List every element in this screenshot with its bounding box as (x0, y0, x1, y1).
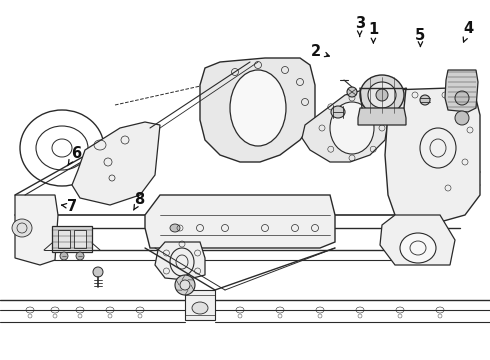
Text: 4: 4 (463, 21, 474, 42)
Ellipse shape (93, 267, 103, 277)
Text: 5: 5 (416, 28, 425, 46)
Polygon shape (72, 122, 160, 205)
Ellipse shape (368, 82, 396, 108)
Polygon shape (200, 58, 315, 162)
Polygon shape (358, 108, 406, 125)
Text: 2: 2 (311, 44, 329, 59)
Ellipse shape (12, 219, 32, 237)
Polygon shape (302, 88, 390, 162)
Polygon shape (155, 242, 205, 280)
Ellipse shape (60, 252, 68, 260)
Bar (74, 230, 86, 248)
Ellipse shape (360, 75, 404, 115)
Ellipse shape (76, 252, 84, 260)
Ellipse shape (400, 233, 436, 263)
Polygon shape (15, 195, 58, 265)
Bar (52, 226, 92, 252)
Text: 6: 6 (68, 145, 81, 166)
Text: 3: 3 (355, 16, 365, 36)
Bar (58, 230, 70, 248)
Polygon shape (145, 195, 335, 248)
Ellipse shape (175, 275, 195, 295)
Bar (185, 290, 215, 320)
Ellipse shape (420, 128, 456, 168)
Text: 1: 1 (368, 22, 378, 43)
Ellipse shape (420, 95, 430, 105)
Ellipse shape (376, 89, 388, 101)
Text: 7: 7 (62, 199, 77, 214)
Ellipse shape (192, 302, 208, 314)
Ellipse shape (170, 224, 180, 232)
Polygon shape (445, 70, 478, 112)
Ellipse shape (331, 106, 345, 118)
Polygon shape (385, 88, 480, 228)
Ellipse shape (347, 87, 357, 97)
Ellipse shape (455, 91, 469, 105)
Ellipse shape (330, 102, 374, 154)
Text: 8: 8 (134, 192, 145, 210)
Ellipse shape (180, 280, 190, 290)
Polygon shape (380, 215, 455, 265)
Ellipse shape (455, 111, 469, 125)
Ellipse shape (230, 70, 286, 146)
